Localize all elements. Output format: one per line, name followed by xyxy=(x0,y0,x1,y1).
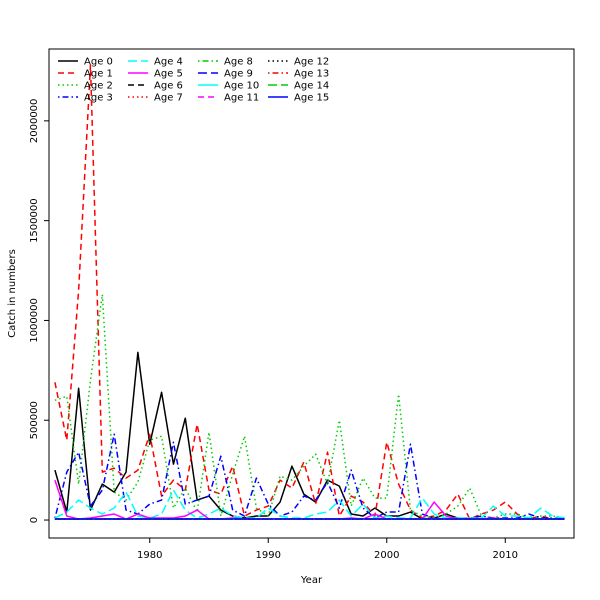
series-line-age-3 xyxy=(54,433,565,520)
legend-label: Age 14 xyxy=(294,81,329,92)
x-axis-title: Year xyxy=(300,575,323,586)
legend-label: Age 4 xyxy=(154,57,183,68)
legend-label: Age 11 xyxy=(224,93,259,104)
legend-label: Age 2 xyxy=(84,81,113,92)
legend-label: Age 12 xyxy=(294,57,329,68)
y-tick-label: 500000 xyxy=(29,401,40,439)
y-tick-label: 0 xyxy=(29,517,40,523)
y-tick-label: 2000000 xyxy=(29,99,40,144)
y-axis: 0 500000 1000000 1500000 2000000 xyxy=(29,99,49,523)
legend-label: Age 5 xyxy=(154,69,183,80)
plot-frame xyxy=(48,48,575,539)
legend-label: Age 7 xyxy=(154,93,183,104)
x-tick-label: 2000 xyxy=(374,550,399,561)
legend-label: Age 1 xyxy=(84,69,113,80)
y-tick-label: 1500000 xyxy=(29,198,40,243)
legend-label: Age 8 xyxy=(224,57,253,68)
legend-label: Age 3 xyxy=(84,93,113,104)
series-line-age-2 xyxy=(54,293,565,519)
series-line-age-0 xyxy=(54,351,565,520)
x-tick-label: 1990 xyxy=(256,550,281,561)
x-tick-label: 2010 xyxy=(493,550,518,561)
series-line-age-4 xyxy=(54,489,565,519)
legend-label: Age 13 xyxy=(294,69,329,80)
x-tick-label: 1980 xyxy=(137,550,162,561)
y-axis-title: Catch in numbers xyxy=(7,249,18,338)
legend-label: Age 10 xyxy=(224,81,259,92)
legend-label: Age 6 xyxy=(154,81,183,92)
series-layer xyxy=(54,64,565,520)
x-axis: 1980 1990 2000 2010 xyxy=(137,538,518,561)
legend-label: Age 15 xyxy=(294,93,329,104)
series-line-age-5 xyxy=(54,479,565,520)
y-tick-label: 1000000 xyxy=(29,298,40,343)
series-line-age-1 xyxy=(54,64,565,520)
legend-label: Age 0 xyxy=(84,57,113,68)
legend-label: Age 9 xyxy=(224,69,253,80)
